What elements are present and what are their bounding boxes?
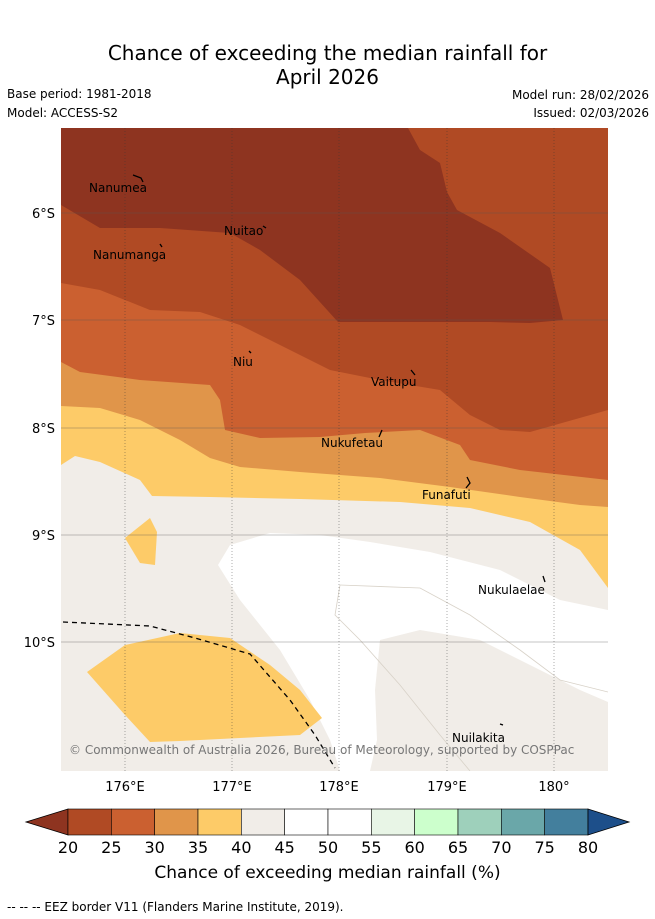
colorbar-tick-35: 35 xyxy=(188,838,208,857)
colorbar-tick-45: 45 xyxy=(274,838,294,857)
lat-label-9s: 9°S xyxy=(32,529,55,544)
place-vaitupu: Vaitupu xyxy=(371,375,417,389)
place-nukufetau: Nukufetau xyxy=(321,436,383,450)
lat-label-6s: 6°S xyxy=(32,207,55,222)
colorbar-tick-75: 75 xyxy=(534,838,554,857)
lat-label-10s: 10°S xyxy=(24,636,55,651)
colorbar-under-arrow xyxy=(26,809,68,835)
place-nanumea: Nanumea xyxy=(89,181,147,195)
colorbar-swatch-25-30 xyxy=(111,809,154,835)
colorbar-tick-65: 65 xyxy=(448,838,468,857)
lon-label-180: 180° xyxy=(538,780,569,795)
map-figure: Nanumea Nuitao Nanumanga Niu Vaitupu Nuk… xyxy=(0,0,655,919)
colorbar: 20 25 30 35 40 45 50 55 60 65 70 75 80 xyxy=(26,809,629,857)
colorbar-swatch-60-65 xyxy=(415,809,458,835)
place-niu: Niu xyxy=(233,355,253,369)
colorbar-tick-50: 50 xyxy=(318,838,338,857)
colorbar-swatch-45-50 xyxy=(285,809,328,835)
colorbar-tick-30: 30 xyxy=(144,838,164,857)
colorbar-swatch-55-60 xyxy=(371,809,414,835)
colorbar-swatch-75-80 xyxy=(545,809,588,835)
colorbar-swatch-50-55 xyxy=(328,809,371,835)
colorbar-label: Chance of exceeding median rainfall (%) xyxy=(0,863,655,883)
lon-label-177e: 177°E xyxy=(212,780,252,795)
colorbar-tick-60: 60 xyxy=(404,838,424,857)
place-funafuti: Funafuti xyxy=(422,488,471,502)
colorbar-tick-25: 25 xyxy=(101,838,121,857)
colorbar-tick-55: 55 xyxy=(361,838,381,857)
place-nukulaelae: Nukulaelae xyxy=(478,583,545,597)
lat-label-7s: 7°S xyxy=(32,314,55,329)
lon-label-176e: 176°E xyxy=(105,780,145,795)
colorbar-tick-70: 70 xyxy=(491,838,511,857)
lon-label-178e: 178°E xyxy=(319,780,359,795)
colorbar-swatch-65-70 xyxy=(458,809,501,835)
colorbar-swatch-35-40 xyxy=(198,809,241,835)
lat-label-8s: 8°S xyxy=(32,422,55,437)
map-panel: Nanumea Nuitao Nanumanga Niu Vaitupu Nuk… xyxy=(61,128,608,771)
lon-label-179e: 179°E xyxy=(427,780,467,795)
place-nuitao: Nuitao xyxy=(224,224,263,238)
copyright-notice: © Commonwealth of Australia 2026, Bureau… xyxy=(69,743,574,757)
colorbar-over-arrow xyxy=(588,809,629,835)
colorbar-swatch-20-25 xyxy=(68,809,111,835)
colorbar-swatch-30-35 xyxy=(155,809,198,835)
eez-legend: -- -- -- EEZ border V11 (Flanders Marine… xyxy=(7,900,344,914)
colorbar-swatch-70-75 xyxy=(501,809,544,835)
colorbar-swatch-40-45 xyxy=(241,809,284,835)
colorbar-tick-80: 80 xyxy=(578,838,598,857)
colorbar-tick-40: 40 xyxy=(231,838,251,857)
place-nanumanga: Nanumanga xyxy=(93,248,166,262)
colorbar-tick-20: 20 xyxy=(58,838,78,857)
